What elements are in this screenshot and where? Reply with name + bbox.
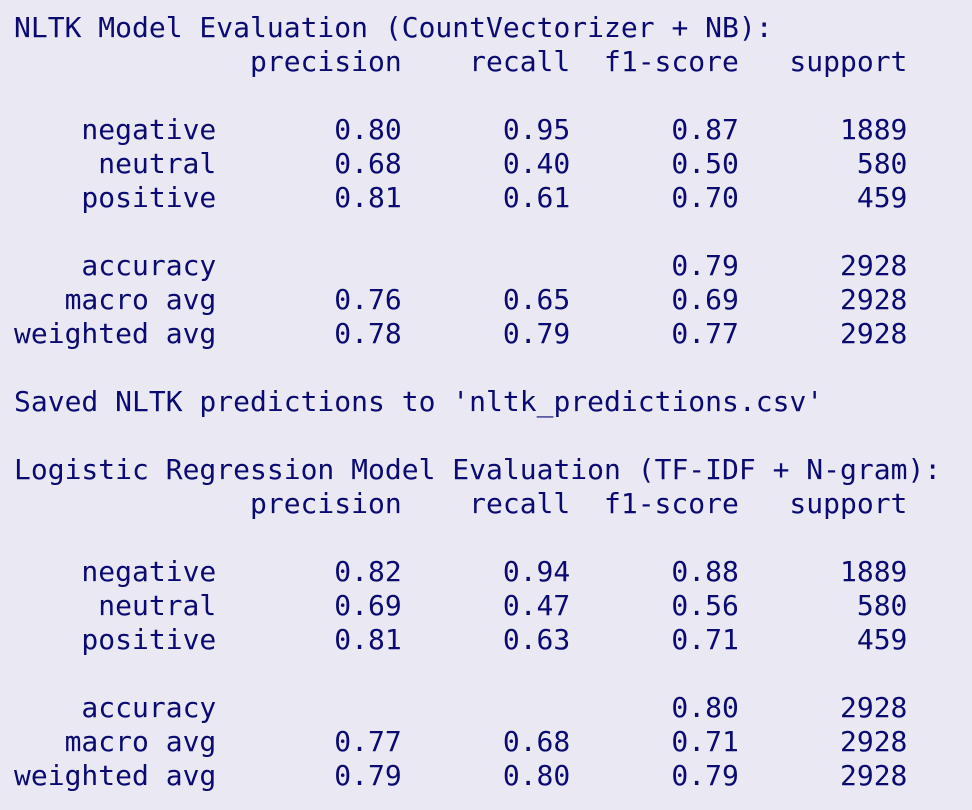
row-label: accuracy [81,249,217,282]
report-row: positive 0.81 0.63 0.71 459 [14,623,954,657]
row-label: weighted avg [14,759,217,792]
metric-value: 0.79 [334,759,402,792]
row-label: negative [81,555,217,588]
metric-value: 0.63 [502,623,571,656]
column-header: recall [469,45,571,78]
metric-value: 0.69 [671,283,739,316]
metric-value: 0.71 [671,623,739,656]
metric-value: 0.87 [671,113,739,146]
metric-value: 2928 [839,249,908,282]
metric-value: 0.56 [671,589,739,622]
metric-value: 2928 [839,691,908,724]
metric-value: 0.50 [671,147,739,180]
report-row: negative 0.82 0.94 0.88 1889 [14,555,954,589]
header-row: precision recall f1-score support [14,487,954,521]
row-label: positive [81,623,217,656]
report-row: macro avg 0.76 0.65 0.69 2928 [14,283,954,317]
metric-value: 1889 [839,555,908,588]
metric-value: 0.80 [502,759,571,792]
metric-value: 1889 [839,113,908,146]
metric-value: 2928 [839,759,908,792]
column-header: precision [249,487,402,520]
metric-value: 580 [856,147,908,180]
report-title: NLTK Model Evaluation (CountVectorizer +… [14,11,773,44]
metric-value: 0.81 [334,623,402,656]
metric-value: 0.77 [334,725,402,758]
metric-value: 0.70 [671,181,739,214]
metric-value: 0.78 [334,317,402,350]
row-label: negative [81,113,217,146]
row-label: neutral [98,147,217,180]
metric-value: 0.65 [502,283,571,316]
report-row: macro avg 0.77 0.68 0.71 2928 [14,725,954,759]
column-header: precision [249,45,402,78]
row-label: neutral [98,589,217,622]
report-title: Logistic Regression Model Evaluation (TF… [14,453,942,486]
metric-value: 2928 [839,283,908,316]
column-header: support [789,45,908,78]
metric-value: 0.71 [671,725,739,758]
row-label: macro avg [64,725,217,758]
metric-value: 0.81 [334,181,402,214]
metric-value: 459 [856,181,908,214]
report-row: weighted avg 0.78 0.79 0.77 2928 [14,317,954,351]
metric-value: 0.68 [334,147,402,180]
metric-value: 0.47 [502,589,571,622]
metric-value: 0.79 [671,249,739,282]
report-row: positive 0.81 0.61 0.70 459 [14,181,954,215]
metric-value: 0.80 [671,691,739,724]
metric-value: 0.76 [334,283,402,316]
row-label: positive [81,181,217,214]
column-header: f1-score [603,487,739,520]
metric-value: 0.40 [502,147,571,180]
metric-value: 0.95 [502,113,571,146]
report-row: accuracy 0.80 2928 [14,691,954,725]
report-row: accuracy 0.79 2928 [14,249,954,283]
metric-value: 0.61 [502,181,571,214]
status-message: Saved NLTK predictions to 'nltk_predicti… [14,385,824,418]
report-row: negative 0.80 0.95 0.87 1889 [14,113,954,147]
metric-value: 0.80 [334,113,402,146]
column-header: f1-score [603,45,739,78]
report-row: neutral 0.68 0.40 0.50 580 [14,147,954,181]
report-row: neutral 0.69 0.47 0.56 580 [14,589,954,623]
metric-value: 2928 [839,725,908,758]
row-label: macro avg [64,283,217,316]
metric-value: 0.88 [671,555,739,588]
report-row: weighted avg 0.79 0.80 0.79 2928 [14,759,954,793]
metric-value: 2928 [839,317,908,350]
metric-value: 459 [856,623,908,656]
row-label: weighted avg [14,317,217,350]
header-row: precision recall f1-score support [14,45,954,79]
metric-value: 0.77 [671,317,739,350]
metric-value: 0.82 [334,555,402,588]
metric-value: 0.69 [334,589,402,622]
row-label: accuracy [81,691,217,724]
column-header: recall [469,487,571,520]
metric-value: 0.79 [671,759,739,792]
metric-value: 0.79 [502,317,571,350]
column-header: support [789,487,908,520]
metric-value: 0.68 [502,725,571,758]
metric-value: 0.94 [502,555,571,588]
metric-value: 580 [856,589,908,622]
